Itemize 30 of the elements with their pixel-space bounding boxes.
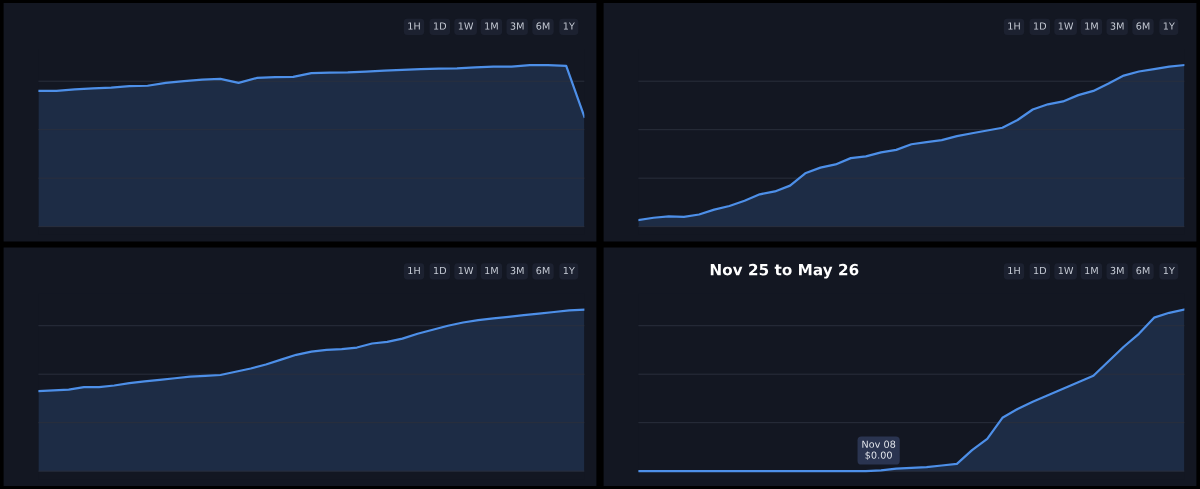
text: 1W — [458, 22, 474, 30]
text: Nov 25 to May 26 — [710, 263, 859, 279]
text: 1Y — [1163, 266, 1175, 275]
text: 1Y — [1163, 22, 1175, 30]
text: 1Y — [563, 266, 575, 275]
text: 3M — [510, 266, 524, 275]
text: 1D — [434, 266, 447, 275]
text: 1H — [408, 22, 420, 30]
text: 1M — [1085, 22, 1098, 30]
text: 6M — [536, 22, 550, 30]
text: 1Y — [563, 22, 575, 30]
text: 1H — [1008, 266, 1020, 275]
text: 1M — [485, 22, 498, 30]
text: 1M — [485, 266, 498, 275]
text: 1H — [1008, 22, 1020, 30]
text: 1H — [408, 266, 420, 275]
text: 1W — [1058, 22, 1074, 30]
text: 1D — [1034, 22, 1047, 30]
text: 1D — [434, 22, 447, 30]
text: 3M — [510, 22, 524, 30]
text: 6M — [1136, 22, 1150, 30]
annotation: Nov 08 $0.00 — [862, 440, 896, 461]
text: 1M — [1085, 266, 1098, 275]
text: 1D — [1034, 266, 1047, 275]
text: 3M — [1110, 266, 1124, 275]
text: 6M — [1136, 266, 1150, 275]
text: 1W — [1058, 266, 1074, 275]
text: 3M — [1110, 22, 1124, 30]
text: 6M — [536, 266, 550, 275]
text: 1W — [458, 266, 474, 275]
